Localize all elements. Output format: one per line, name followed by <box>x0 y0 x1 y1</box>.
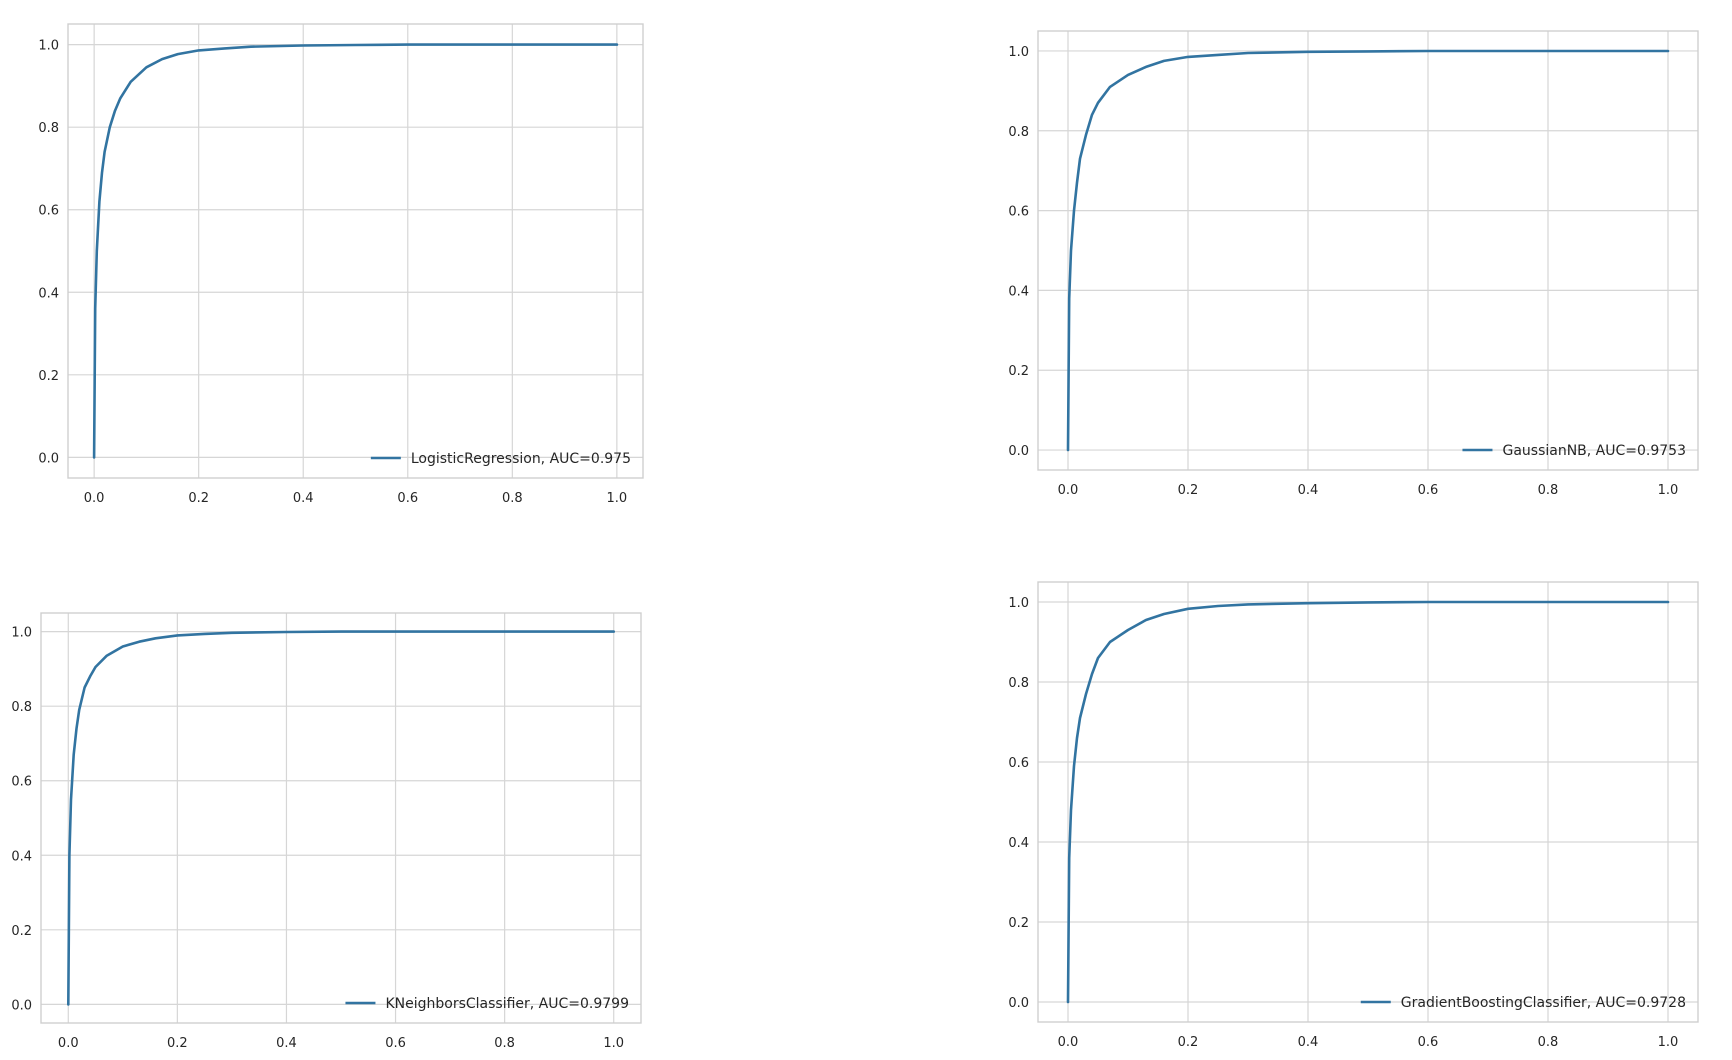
y-tick-label: 0.4 <box>1008 284 1029 299</box>
y-tick-label: 0.0 <box>1008 444 1029 459</box>
y-tick-label: 0.4 <box>11 849 32 864</box>
x-tick-label: 0.0 <box>1058 483 1079 498</box>
legend-label: GaussianNB, AUC=0.9753 <box>1502 443 1686 459</box>
x-tick-label: 0.6 <box>385 1036 406 1051</box>
y-tick-label: 1.0 <box>1008 45 1029 60</box>
plot-area <box>68 24 643 478</box>
x-tick-label: 0.8 <box>1538 483 1559 498</box>
y-tick-label: 0.8 <box>1008 676 1029 691</box>
plot-area <box>1038 31 1698 470</box>
plot-frame <box>1037 30 1699 471</box>
y-tick-label: 0.6 <box>1008 205 1029 220</box>
subplot-logistic-regression: 0.0 0.2 0.4 0.6 0.8 1.0 0.0 0.2 0.4 0.6 0.8 1.0 Logi… <box>38 23 644 506</box>
x-tick-label: 0.0 <box>58 1036 79 1051</box>
y-tick-label: 0.8 <box>38 121 59 136</box>
y-tick-label: 0.4 <box>38 286 59 301</box>
x-tick-label: 0.4 <box>1298 483 1319 498</box>
subplot-kneighbors: 0.0 0.2 0.4 0.6 0.8 1.0 0.0 0.2 0.4 0.6 0.8 1.0 KNei… <box>11 612 642 1051</box>
x-tick-label: 0.8 <box>502 491 523 506</box>
subplot-gaussian-nb: 0.0 0.2 0.4 0.6 0.8 1.0 0.0 0.2 0.4 0.6 0.8 1.0 Gaus… <box>1008 30 1699 498</box>
legend-label: KNeighborsClassifier, AUC=0.9799 <box>385 996 629 1012</box>
y-tick-label: 0.8 <box>1008 125 1029 140</box>
x-tick-label: 0.4 <box>1298 1035 1319 1050</box>
y-tick-label: 0.0 <box>1008 996 1029 1011</box>
y-tick-label: 0.2 <box>11 924 32 939</box>
y-tick-label: 0.2 <box>38 369 59 384</box>
y-tick-label: 1.0 <box>1008 596 1029 611</box>
plot-area <box>41 613 641 1023</box>
x-tick-label: 0.8 <box>494 1036 515 1051</box>
plot-frame <box>1037 581 1699 1023</box>
x-tick-label: 0.6 <box>1418 1035 1439 1050</box>
x-tick-label: 0.2 <box>188 491 209 506</box>
y-tick-label: 0.6 <box>38 204 59 219</box>
roc-curve-line <box>1066 600 1670 1004</box>
x-tick-label: 0.2 <box>167 1036 188 1051</box>
roc-curve-line <box>92 43 619 459</box>
x-tick-label: 0.8 <box>1538 1035 1559 1050</box>
x-tick-label: 0.4 <box>276 1036 297 1051</box>
y-tick-label: 0.2 <box>1008 916 1029 931</box>
plot-area <box>1038 582 1698 1022</box>
x-tick-label: 0.6 <box>1418 483 1439 498</box>
y-tick-label: 0.2 <box>1008 364 1029 379</box>
y-tick-label: 0.8 <box>11 700 32 715</box>
roc-curve-line <box>67 630 616 1006</box>
y-tick-label: 1.0 <box>38 39 59 54</box>
x-tick-label: 0.0 <box>1058 1035 1079 1050</box>
subplot-gradient-boosting: 0.0 0.2 0.4 0.6 0.8 1.0 0.0 0.2 0.4 0.6 0.8 1.0 Grad… <box>1008 581 1699 1050</box>
y-tick-label: 0.6 <box>1008 756 1029 771</box>
y-tick-label: 1.0 <box>11 626 32 641</box>
x-tick-label: 0.2 <box>1178 1035 1199 1050</box>
y-tick-label: 0.4 <box>1008 836 1029 851</box>
legend-label: LogisticRegression, AUC=0.975 <box>411 451 631 467</box>
roc-curve-line <box>1066 49 1670 452</box>
y-tick-label: 0.6 <box>11 775 32 790</box>
plot-frame <box>40 612 642 1024</box>
x-tick-label: 0.6 <box>397 491 418 506</box>
y-tick-label: 0.0 <box>38 451 59 466</box>
plot-frame <box>67 23 644 479</box>
x-tick-label: 1.0 <box>603 1036 624 1051</box>
x-tick-label: 1.0 <box>607 491 628 506</box>
x-tick-label: 1.0 <box>1658 483 1679 498</box>
y-tick-label: 0.0 <box>11 998 32 1013</box>
legend-label: GradientBoostingClassifier, AUC=0.9728 <box>1401 995 1686 1011</box>
x-tick-label: 0.2 <box>1178 483 1199 498</box>
x-tick-label: 0.0 <box>84 491 105 506</box>
x-tick-label: 0.4 <box>293 491 314 506</box>
x-tick-label: 1.0 <box>1658 1035 1679 1050</box>
